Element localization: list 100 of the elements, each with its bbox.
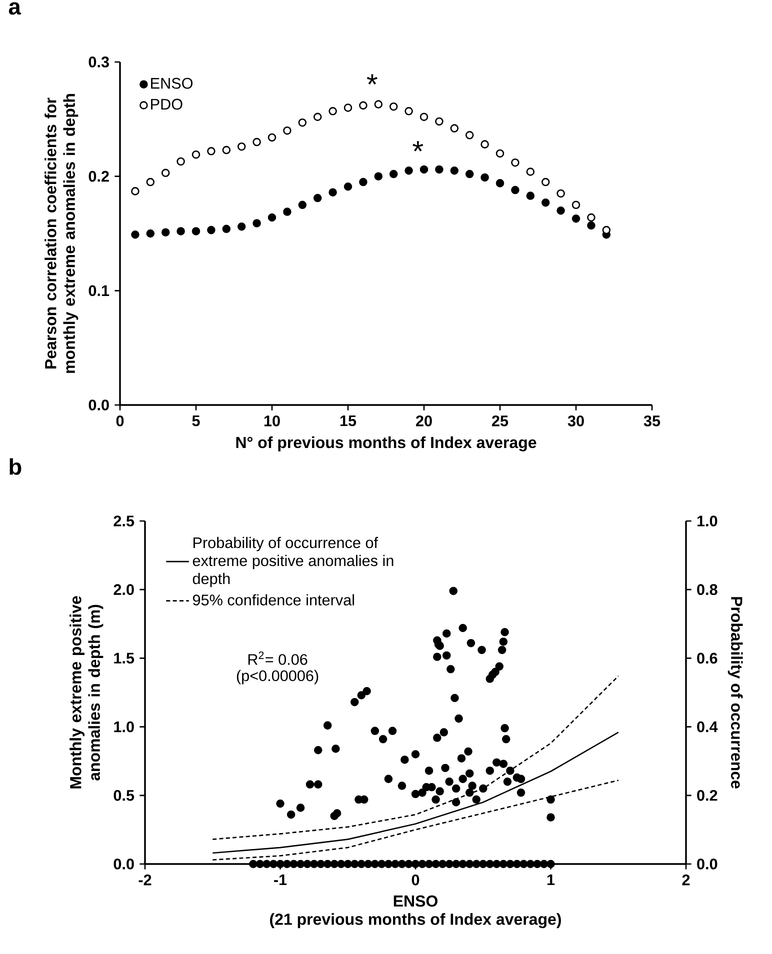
point: [131, 230, 140, 239]
point: [556, 206, 565, 215]
point: [268, 133, 276, 142]
point: [572, 214, 580, 223]
point: [450, 166, 459, 175]
point: [146, 178, 155, 186]
x-tick-label: 0: [116, 415, 124, 426]
x-axis-title: ENSO: [394, 895, 438, 907]
point: [328, 188, 337, 196]
point: [435, 165, 444, 174]
point: [465, 131, 474, 140]
point: [313, 194, 322, 202]
y-tick-label: 0.0: [88, 400, 109, 410]
text: (21 previous months of Index average): [270, 913, 561, 928]
annotation: *: [366, 74, 378, 84]
point: [526, 168, 535, 176]
point: [374, 100, 383, 108]
x-tick-label: 5: [192, 415, 200, 426]
point: [176, 157, 185, 166]
point: [131, 187, 140, 196]
y2-axis-title: Probability of occurrence: [728, 597, 743, 788]
point: [313, 112, 322, 122]
x-axis-title: N° of previous months of Index average: [236, 436, 536, 452]
annotation: R$^{2}$= 0.06: [248, 651, 308, 665]
point: [192, 227, 200, 236]
point: [511, 158, 520, 167]
x-tick-label: 15: [340, 415, 356, 426]
legend-label: 95% confidence interval: [192, 594, 354, 606]
point: [192, 150, 200, 159]
point: [465, 170, 474, 178]
chart-title: b: [10, 458, 22, 475]
point: [374, 172, 383, 180]
point: [389, 170, 398, 178]
x-tick-label: 30: [568, 415, 584, 426]
point: [207, 147, 216, 156]
legend-label: PDO: [151, 98, 182, 110]
point: [480, 140, 489, 148]
x-tick-label: -2: [138, 874, 152, 886]
point: [283, 208, 292, 216]
point: [283, 126, 292, 135]
y2-tick-label: 1.0: [697, 516, 718, 526]
x-tick-label: 1: [547, 874, 555, 886]
y2-tick-label: 0.8: [697, 584, 718, 596]
chart-title: a: [8, 2, 22, 15]
y2-tick-label: 0.0: [697, 858, 718, 870]
x-tick-label: 10: [264, 415, 280, 426]
point: [511, 186, 520, 194]
y2-tick-label: 0.6: [697, 652, 718, 664]
annotation: *: [412, 141, 424, 152]
x-tick-label: 2: [682, 874, 690, 886]
y-tick-label: 2.0: [114, 584, 134, 596]
legend-label: ENSO: [151, 78, 193, 89]
point: [541, 198, 550, 207]
y-tick-label: 1.5: [114, 652, 134, 664]
point: [496, 149, 504, 158]
point: [344, 104, 352, 112]
point: [404, 166, 413, 175]
y-tick-label: 2.5: [114, 516, 134, 526]
y-tick-label: 0.5: [114, 790, 134, 801]
point: [450, 124, 459, 132]
point: [556, 189, 565, 198]
line-series: [212, 732, 620, 854]
y-axis-title: Monthly extreme positive anomalies in depth (m): [70, 596, 104, 788]
point: [222, 146, 231, 154]
y-tick-label: 0.2: [88, 170, 109, 182]
point: [526, 192, 535, 200]
y-tick-label: 0.3: [88, 56, 109, 68]
point: [389, 102, 398, 111]
x-tick-label: 0: [412, 874, 420, 886]
point: [420, 165, 428, 174]
point: [146, 229, 155, 238]
point: [237, 142, 246, 151]
point: [587, 213, 596, 222]
y-axis-title: Pearson correlation coefficients for monthly extreme anomalies in depth: [44, 94, 78, 373]
point: [572, 200, 580, 210]
point: [359, 178, 368, 186]
x-tick-label: 35: [644, 415, 660, 426]
y-tick-label: 0.0: [114, 858, 134, 870]
point: [328, 107, 337, 116]
legend-label: Probability of occurrence of extreme positive anomalies in depth: [192, 536, 394, 588]
y-tick-label: 0.1: [88, 285, 110, 296]
point: [480, 173, 489, 182]
point: [496, 179, 504, 188]
point: [161, 228, 170, 236]
x-tick-label: 20: [416, 415, 432, 426]
point: [252, 219, 261, 228]
y-tick-label: 1.0: [114, 721, 134, 732]
point: [541, 178, 550, 186]
point: [298, 200, 307, 210]
point: [222, 224, 231, 234]
x-tick-label: -1: [274, 874, 287, 886]
point: [176, 227, 185, 236]
point: [161, 168, 170, 178]
annotation: (p<0.00006): [236, 670, 318, 684]
point: [237, 222, 246, 231]
point: [359, 101, 368, 110]
point: [587, 221, 596, 230]
point: [404, 107, 413, 116]
point: [268, 213, 276, 222]
point: [298, 118, 307, 127]
